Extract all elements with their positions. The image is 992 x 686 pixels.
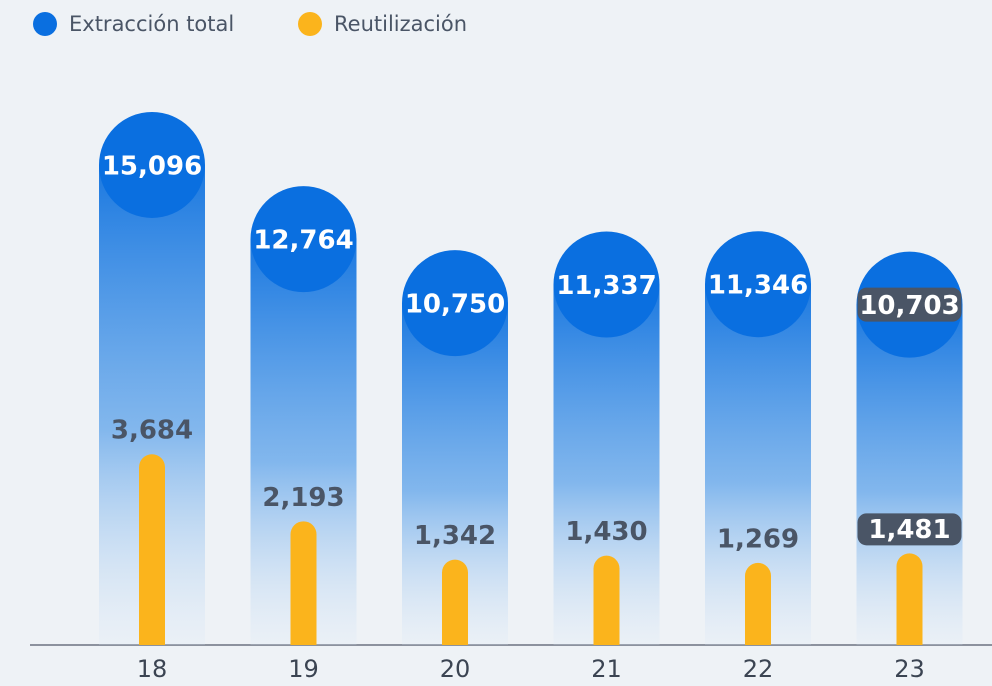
bar-cap bbox=[250, 186, 357, 293]
bar-cap bbox=[705, 231, 811, 338]
legend-swatch bbox=[33, 12, 57, 36]
data-label: 15,096 bbox=[102, 151, 202, 181]
bar bbox=[745, 562, 771, 645]
bar bbox=[896, 553, 923, 645]
bar bbox=[250, 186, 357, 645]
legend-label: Reutilización bbox=[334, 12, 467, 36]
bar-cap bbox=[402, 250, 508, 357]
bar-cap bbox=[99, 111, 205, 218]
legend-swatch bbox=[298, 12, 322, 36]
x-tick-label: 18 bbox=[137, 655, 168, 683]
bar bbox=[290, 521, 317, 645]
data-label: 10,750 bbox=[405, 290, 505, 320]
bar-cap bbox=[553, 231, 660, 338]
bar bbox=[593, 555, 620, 645]
bar bbox=[442, 559, 468, 645]
data-label: 11,346 bbox=[708, 271, 808, 301]
data-label: 10,703 bbox=[859, 291, 959, 321]
bar bbox=[99, 111, 205, 645]
label-pill bbox=[857, 513, 962, 546]
data-label: 1,430 bbox=[565, 517, 647, 547]
data-label: 2,193 bbox=[262, 483, 344, 513]
data-label: 1,481 bbox=[868, 515, 950, 545]
data-label: 1,269 bbox=[717, 524, 799, 554]
x-tick-label: 20 bbox=[440, 655, 471, 683]
data-label: 12,764 bbox=[253, 226, 353, 256]
data-label: 11,337 bbox=[556, 271, 656, 301]
x-tick-label: 22 bbox=[743, 655, 774, 683]
legend-label: Extracción total bbox=[69, 12, 234, 36]
data-label: 1,342 bbox=[414, 521, 496, 551]
data-label: 3,684 bbox=[111, 416, 193, 446]
bar bbox=[139, 454, 165, 645]
label-pill bbox=[857, 287, 962, 322]
x-tick-label: 23 bbox=[894, 655, 925, 683]
x-tick-label: 19 bbox=[288, 655, 319, 683]
x-tick-label: 21 bbox=[591, 655, 622, 683]
